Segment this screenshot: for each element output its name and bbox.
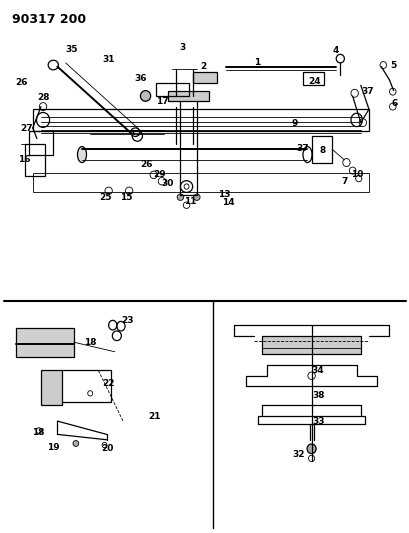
Text: 17: 17 [155,97,168,106]
Bar [155,83,188,96]
Text: 37: 37 [296,144,308,152]
Text: 10: 10 [351,171,363,179]
Text: 18: 18 [32,429,44,437]
Text: 19: 19 [47,443,59,452]
Text: 8: 8 [319,146,326,155]
Text: 26: 26 [15,78,27,87]
Text: 35: 35 [65,45,78,53]
Text: 14: 14 [222,198,234,207]
Text: 20: 20 [101,445,113,453]
Text: 37: 37 [361,87,373,96]
Text: 22: 22 [102,379,115,388]
Ellipse shape [73,440,79,446]
Text: 34: 34 [311,366,323,375]
Ellipse shape [140,91,151,101]
Ellipse shape [77,147,86,163]
Text: 9: 9 [290,119,297,128]
Text: 36: 36 [134,75,146,83]
Ellipse shape [193,194,200,200]
Text: 3: 3 [179,44,185,52]
Text: 13: 13 [218,190,230,199]
Bar [41,370,61,405]
Text: 18: 18 [84,338,96,346]
Text: 30: 30 [161,180,173,188]
Text: 27: 27 [20,125,33,133]
Bar [33,109,368,131]
Text: 4: 4 [331,46,338,55]
Text: 15: 15 [120,193,132,201]
Text: 33: 33 [312,417,324,425]
Bar [25,144,45,176]
Bar [16,328,74,357]
Text: 7: 7 [340,177,347,185]
Ellipse shape [177,194,183,200]
Ellipse shape [306,444,315,454]
Text: 1: 1 [254,59,260,67]
Bar [29,131,53,155]
Text: 26: 26 [140,160,153,168]
Text: 24: 24 [308,77,320,85]
Text: 2: 2 [199,62,206,71]
Text: 31: 31 [102,55,115,64]
Bar [311,136,331,163]
Text: 32: 32 [292,450,304,458]
Bar [192,72,217,83]
Text: 6: 6 [391,99,397,108]
Bar [303,72,323,85]
Text: 29: 29 [153,171,165,179]
Bar [262,336,360,354]
Text: 23: 23 [121,317,133,325]
Text: 11: 11 [184,197,196,206]
Text: 90317 200: 90317 200 [12,13,86,26]
Text: 38: 38 [312,391,324,400]
Text: 21: 21 [148,413,161,421]
Text: 16: 16 [18,156,31,164]
Text: 28: 28 [37,93,49,101]
Bar [61,370,110,402]
Text: 25: 25 [99,193,112,201]
Bar [168,91,209,101]
Bar [33,173,368,192]
Text: 5: 5 [389,61,396,69]
